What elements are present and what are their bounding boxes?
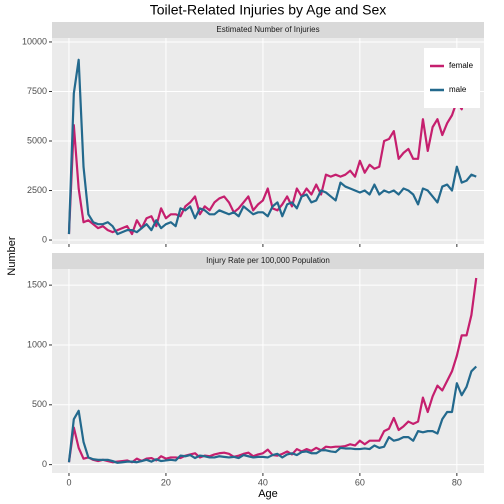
y-tick-label: 7500 bbox=[27, 86, 47, 96]
x-axis-label: Age bbox=[258, 488, 278, 500]
y-tick-label: 500 bbox=[32, 399, 47, 409]
strip bbox=[52, 253, 484, 269]
y-axis-label: Number bbox=[6, 236, 18, 275]
y-tick-label: 1500 bbox=[27, 280, 47, 290]
chart-title: Toilet-Related Injuries by Age and Sex bbox=[150, 2, 387, 18]
legend-label: male bbox=[449, 85, 467, 94]
y-tick-label: 0 bbox=[42, 459, 47, 469]
panel bbox=[52, 269, 484, 473]
line-series bbox=[67, 365, 478, 464]
x-tick-label: 20 bbox=[161, 477, 171, 487]
strip-label: Injury Rate per 100,000 Population bbox=[206, 256, 330, 265]
y-tick-label: 10000 bbox=[22, 36, 47, 46]
strip-label: Estimated Number of Injuries bbox=[216, 25, 319, 34]
y-tick-label: 0 bbox=[42, 234, 47, 244]
x-tick-label: 40 bbox=[258, 477, 268, 487]
y-tick-label: 5000 bbox=[27, 135, 47, 145]
x-tick-label: 80 bbox=[452, 477, 462, 487]
line-series bbox=[67, 58, 477, 236]
strip bbox=[52, 22, 484, 38]
y-tick-label: 2500 bbox=[27, 185, 47, 195]
x-tick-label: 0 bbox=[66, 477, 71, 487]
y-tick-label: 1000 bbox=[27, 339, 47, 349]
legend-label: female bbox=[449, 61, 474, 70]
x-tick-label: 60 bbox=[355, 477, 365, 487]
legend bbox=[424, 48, 480, 108]
